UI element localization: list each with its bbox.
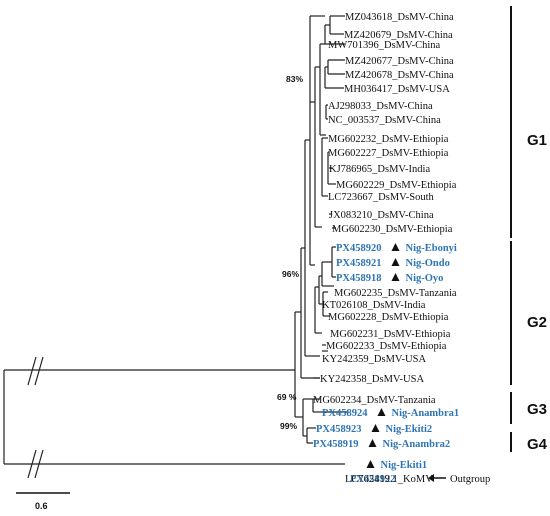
outgroup-arrow: Outgroup bbox=[428, 474, 490, 485]
leaf-label: MG602232_DsMV-Ethiopia bbox=[328, 134, 449, 145]
leaf-label: MZ043618_DsMV-China bbox=[345, 12, 454, 23]
isolate-label: Nig-Oyo bbox=[406, 273, 444, 284]
leaf-label: MG602235_DsMV-Tanzania bbox=[334, 288, 457, 299]
group-label: G3 bbox=[527, 401, 547, 418]
leaf-label: KT026108_DsMV-India bbox=[322, 300, 426, 311]
leaf-label: KY242359_DsMV-USA bbox=[322, 354, 426, 365]
isolate-label: Nig-Anambra1 bbox=[392, 408, 460, 419]
leaf-label-nigeria: PX458921 bbox=[336, 258, 382, 269]
leaf-label: MZ420677_DsMV-China bbox=[345, 56, 454, 67]
group-label: G2 bbox=[527, 314, 547, 331]
triangle-icon bbox=[368, 439, 377, 447]
leaf-label: AJ298033_DsMV-China bbox=[328, 101, 433, 112]
bootstrap-value: 99% bbox=[280, 421, 297, 431]
leaf-label: MZ420678_DsMV-China bbox=[345, 70, 454, 81]
triangle-icon bbox=[391, 243, 400, 251]
bootstrap-value: 69 % bbox=[277, 392, 297, 402]
leaf-label: KY242358_DsMV-USA bbox=[320, 374, 424, 385]
tree-branches bbox=[3, 15, 348, 479]
leaf-label: MG602233_DsMV-Ethiopia bbox=[326, 341, 447, 352]
isolate-label: Nig-Ekiti1 bbox=[381, 460, 428, 471]
group-label: G1 bbox=[527, 132, 547, 149]
leaf-label: MG602228_DsMV-Ethiopia bbox=[328, 312, 449, 323]
leaf-label: MG602234_DsMV-Tanzania bbox=[313, 395, 436, 406]
leaf-labels: MZ043618_DsMV-China MZ420679_DsMV-ChinaMW… bbox=[313, 12, 459, 485]
scale-bar: 0.6 bbox=[16, 492, 70, 511]
leaf-label-nigeria: PX458922 bbox=[350, 474, 396, 485]
triangle-icon bbox=[391, 258, 400, 266]
leaf-label: MG602229_DsMV-Ethiopia bbox=[336, 180, 457, 191]
isolate-label: Nig-Ekiti2 bbox=[386, 424, 433, 435]
bootstrap-values: 83% 96% 69 % 99% bbox=[277, 74, 303, 431]
scale-bar-label: 0.6 bbox=[35, 501, 48, 511]
leaf-label: NC_003537_DsMV-China bbox=[328, 115, 441, 126]
leaf-label-nigeria: PX458920 bbox=[336, 243, 382, 254]
leaf-label: MZ420679_DsMV-China bbox=[344, 30, 453, 41]
isolate-label: Nig-Anambra2 bbox=[383, 439, 451, 450]
leaf-label-nigeria: PX458919 bbox=[313, 439, 359, 450]
leaf-label-nigeria: PX458918 bbox=[336, 273, 382, 284]
bootstrap-value: 83% bbox=[286, 74, 303, 84]
leaf-label: MW701396_DsMV-China bbox=[328, 40, 441, 51]
leaf-label: LC723667_DsMV-South bbox=[328, 192, 435, 203]
leaf-label: MG602227_DsMV-Ethiopia bbox=[328, 148, 449, 159]
group-brackets: G1 G2 G3 G4 bbox=[510, 6, 548, 453]
triangle-icon bbox=[371, 424, 380, 432]
isolate-label: Nig-Ondo bbox=[406, 258, 450, 269]
isolate-label: Nig-Ebonyi bbox=[406, 243, 457, 254]
leaf-label: MG602231_DsMV-Ethiopia bbox=[330, 329, 451, 340]
bootstrap-value: 96% bbox=[282, 269, 299, 279]
outgroup-label: Outgroup bbox=[450, 474, 490, 485]
triangle-icon bbox=[366, 460, 375, 468]
leaf-label-nigeria: PX458924 bbox=[322, 408, 368, 419]
leaf-label: JX083210_DsMV-China bbox=[329, 210, 434, 221]
leaf-label: KJ786965_DsMV-India bbox=[329, 164, 430, 175]
triangle-icon bbox=[377, 408, 386, 416]
triangle-icon bbox=[391, 273, 400, 281]
leaf-label-nigeria: PX458923 bbox=[316, 424, 362, 435]
leaf-label: MH036417_DsMV-USA bbox=[344, 84, 450, 95]
leaf-label: LC762419.1_KoMV bbox=[345, 474, 433, 485]
leaf-label: MG602230_DsMV-Ethiopia bbox=[332, 224, 453, 235]
group-label: G4 bbox=[527, 436, 548, 453]
